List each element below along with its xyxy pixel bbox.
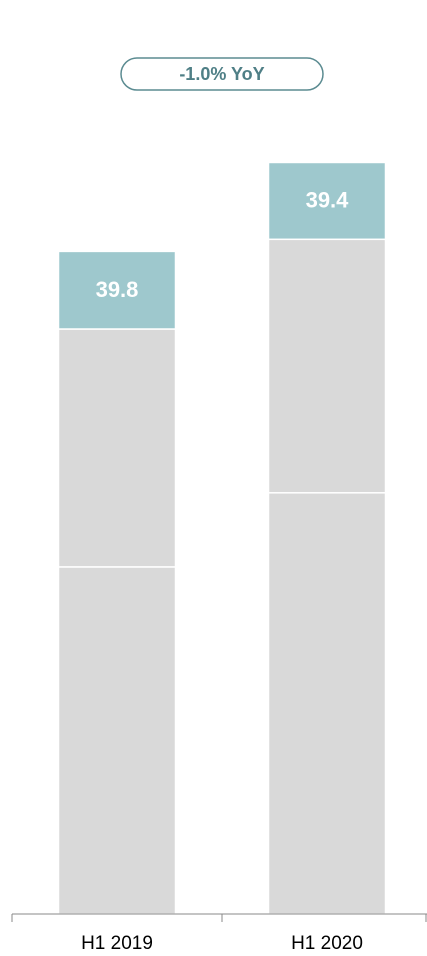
- bar-segment: [57, 566, 177, 915]
- x-tick-label: H1 2019: [81, 933, 153, 954]
- bar-segment: [267, 492, 387, 915]
- bar-segment: [57, 250, 177, 330]
- data-label: 39.8: [96, 277, 139, 302]
- bar-segment: [267, 238, 387, 494]
- bar-segment: [57, 328, 177, 568]
- bar-segment: [267, 161, 387, 241]
- x-tick-label: H1 2020: [291, 933, 363, 954]
- data-label: 39.4: [306, 188, 350, 213]
- annotation-pill: [120, 57, 324, 91]
- annotation: -1.0% YoY: [179, 64, 264, 84]
